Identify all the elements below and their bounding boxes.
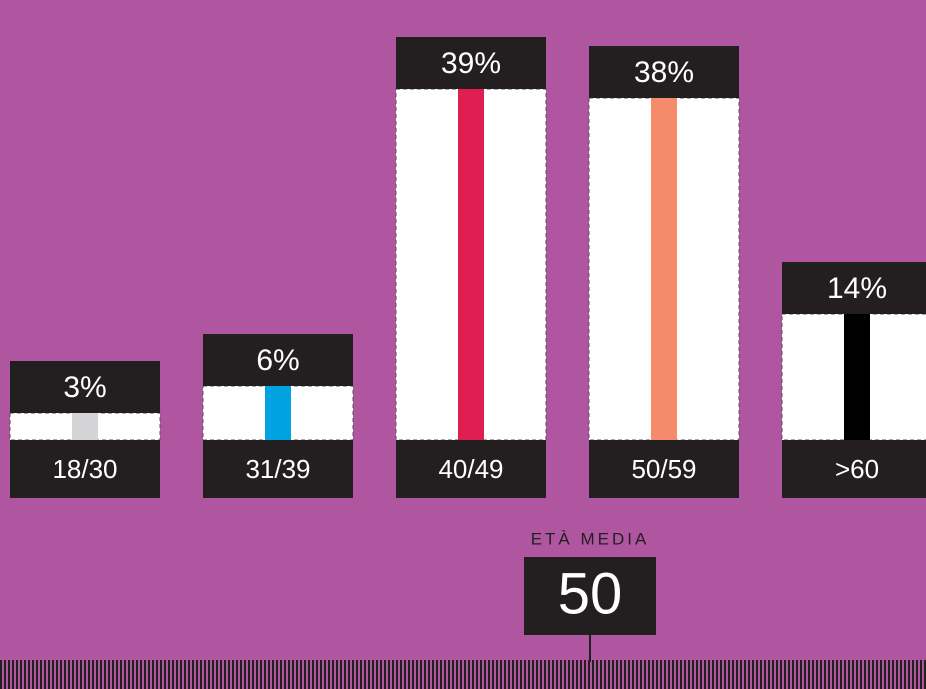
value-label: 39% bbox=[441, 47, 501, 80]
bar-stripe bbox=[844, 314, 870, 440]
value-label-box bbox=[203, 334, 353, 386]
bar-stripe bbox=[265, 386, 291, 440]
category-label: 18/30 bbox=[52, 454, 117, 484]
value-label: 6% bbox=[256, 344, 299, 377]
value-label-box bbox=[782, 262, 926, 314]
category-box bbox=[589, 440, 739, 498]
age-ruler bbox=[0, 660, 926, 689]
category-box bbox=[10, 440, 160, 498]
value-label-box bbox=[589, 46, 739, 98]
value-label-box bbox=[396, 37, 546, 89]
value-label: 38% bbox=[634, 56, 694, 89]
bar-stripe bbox=[72, 413, 98, 440]
bar-stripe bbox=[458, 89, 484, 440]
average-value: 50 bbox=[558, 561, 623, 626]
category-label: 31/39 bbox=[245, 454, 310, 484]
category-label: >60 bbox=[835, 454, 879, 484]
category-box bbox=[203, 440, 353, 498]
category-box bbox=[782, 440, 926, 498]
average-label: ETÀ MEDIA bbox=[531, 529, 650, 548]
category-label: 40/49 bbox=[438, 454, 503, 484]
category-label: 50/59 bbox=[631, 454, 696, 484]
bar-stripe bbox=[651, 98, 677, 440]
category-box bbox=[396, 440, 546, 498]
value-label: 14% bbox=[827, 272, 887, 305]
value-label: 3% bbox=[63, 371, 106, 404]
value-label-box bbox=[10, 361, 160, 413]
average-box bbox=[524, 557, 656, 635]
